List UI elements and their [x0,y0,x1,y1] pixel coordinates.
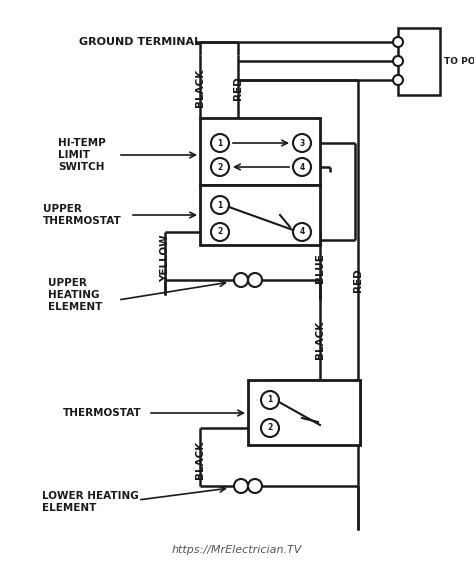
Circle shape [261,391,279,409]
Circle shape [293,134,311,152]
Text: HI-TEMP
LIMIT
SWITCH: HI-TEMP LIMIT SWITCH [58,138,106,172]
Circle shape [393,37,403,47]
Text: https://MrElectrician.TV: https://MrElectrician.TV [172,545,302,555]
Text: BLUE: BLUE [315,253,325,283]
Text: YELLOW: YELLOW [160,234,170,282]
Text: UPPER
HEATING
ELEMENT: UPPER HEATING ELEMENT [48,277,102,312]
Text: 3: 3 [300,138,305,148]
Text: THERMOSTAT: THERMOSTAT [63,408,141,418]
Circle shape [261,419,279,437]
Text: 1: 1 [267,395,273,404]
Text: UPPER
THERMOSTAT: UPPER THERMOSTAT [43,204,121,226]
Circle shape [211,223,229,241]
Text: 1: 1 [218,201,223,209]
Text: 2: 2 [218,162,223,172]
Circle shape [211,196,229,214]
Circle shape [393,56,403,66]
Text: LOWER HEATING
ELEMENT: LOWER HEATING ELEMENT [42,491,138,513]
Text: BLACK: BLACK [195,69,205,107]
Bar [200,185,320,245]
Bar [200,118,320,185]
Text: 1: 1 [218,138,223,148]
Text: 2: 2 [267,423,273,432]
Text: GROUND TERMINAL: GROUND TERMINAL [79,37,201,47]
Circle shape [234,273,248,287]
Circle shape [293,223,311,241]
Circle shape [293,158,311,176]
Circle shape [234,479,248,493]
Circle shape [211,158,229,176]
Circle shape [248,479,262,493]
Bar [398,28,440,95]
Circle shape [248,273,262,287]
Text: 2: 2 [218,228,223,236]
Text: 4: 4 [300,228,305,236]
Text: BLACK: BLACK [315,321,325,359]
Text: RED: RED [353,268,363,292]
Circle shape [211,134,229,152]
Bar [248,380,360,445]
Text: TO POWER SUPPLY: TO POWER SUPPLY [444,57,474,66]
Text: BLACK: BLACK [195,441,205,479]
Text: 4: 4 [300,162,305,172]
Text: RED: RED [233,76,243,100]
Circle shape [393,75,403,85]
